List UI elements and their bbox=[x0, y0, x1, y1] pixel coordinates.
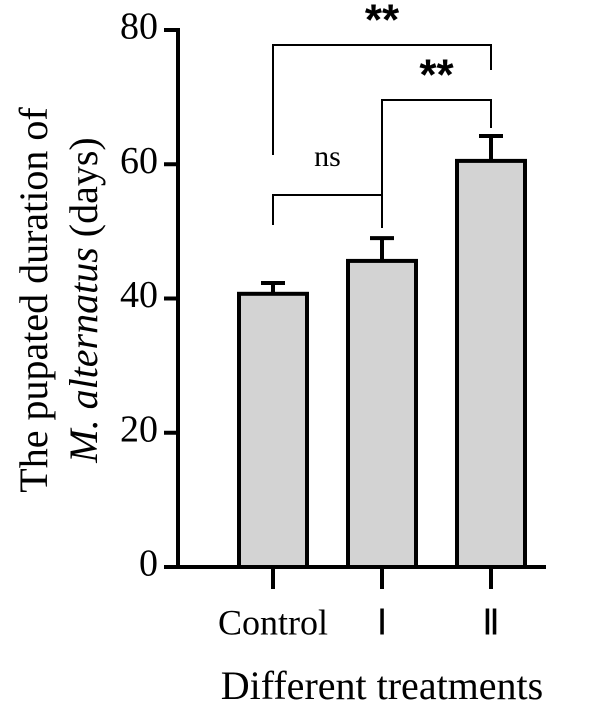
significance-bracket bbox=[272, 44, 492, 155]
y-axis-label: The pupated duration of bbox=[11, 107, 56, 493]
y-tick-label: 40 bbox=[120, 274, 158, 316]
significance-bracket bbox=[272, 194, 383, 228]
bar bbox=[455, 158, 527, 570]
bar bbox=[346, 258, 418, 569]
x-axis-label: Different treatments bbox=[221, 663, 543, 708]
y-axis-label-unit: (days) bbox=[61, 137, 106, 237]
bar bbox=[237, 291, 309, 569]
y-tick-label: 80 bbox=[120, 6, 158, 48]
x-tick-label: Ⅱ bbox=[482, 602, 500, 642]
y-tick-label: 0 bbox=[139, 543, 158, 585]
y-tick-label: 20 bbox=[120, 408, 158, 450]
significance-label: ** bbox=[365, 0, 400, 45]
significance-label: ns bbox=[314, 140, 341, 173]
y-axis-label: M. alternatus (days) bbox=[61, 137, 106, 464]
significance-label: ** bbox=[419, 51, 454, 100]
x-tick-label: Control bbox=[218, 602, 328, 642]
significance-bracket bbox=[381, 99, 492, 228]
x-tick-label: Ⅰ bbox=[377, 602, 388, 642]
y-axis-label-species: M. alternatus bbox=[61, 247, 106, 464]
y-tick-label: 60 bbox=[120, 140, 158, 182]
